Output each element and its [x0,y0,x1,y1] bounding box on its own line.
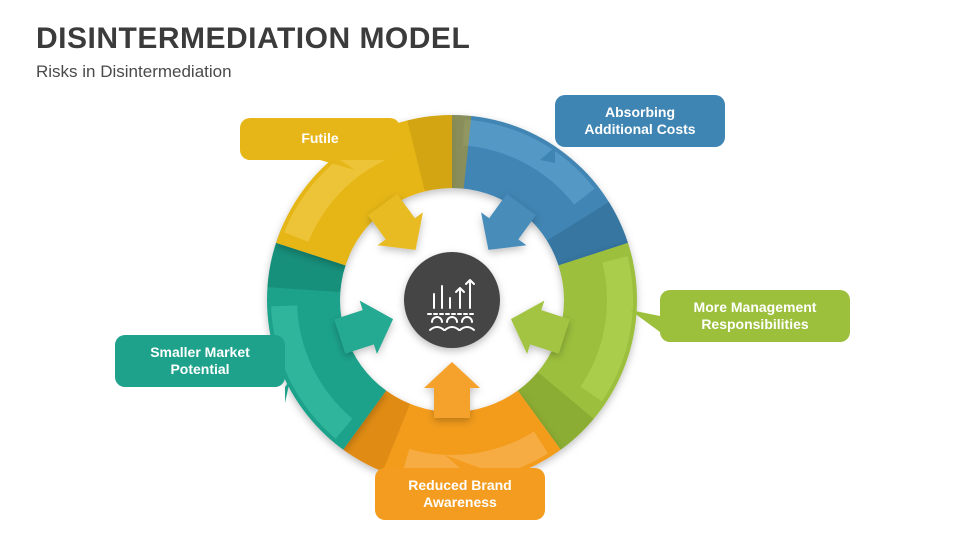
label-futile: Futile [240,118,400,160]
label-management: More Management Responsibilities [660,290,850,342]
label-brand: Reduced Brand Awareness [375,468,545,520]
spoke-arrow-highlight-brand [424,362,480,418]
center-hub [404,252,500,348]
label-absorbing: Absorbing Additional Costs [555,95,725,147]
spoke-arrow-highlight-management [511,301,570,354]
label-market: Smaller Market Potential [115,335,285,387]
wheel-diagram [0,0,960,540]
spoke-arrow-highlight-market [334,301,393,354]
